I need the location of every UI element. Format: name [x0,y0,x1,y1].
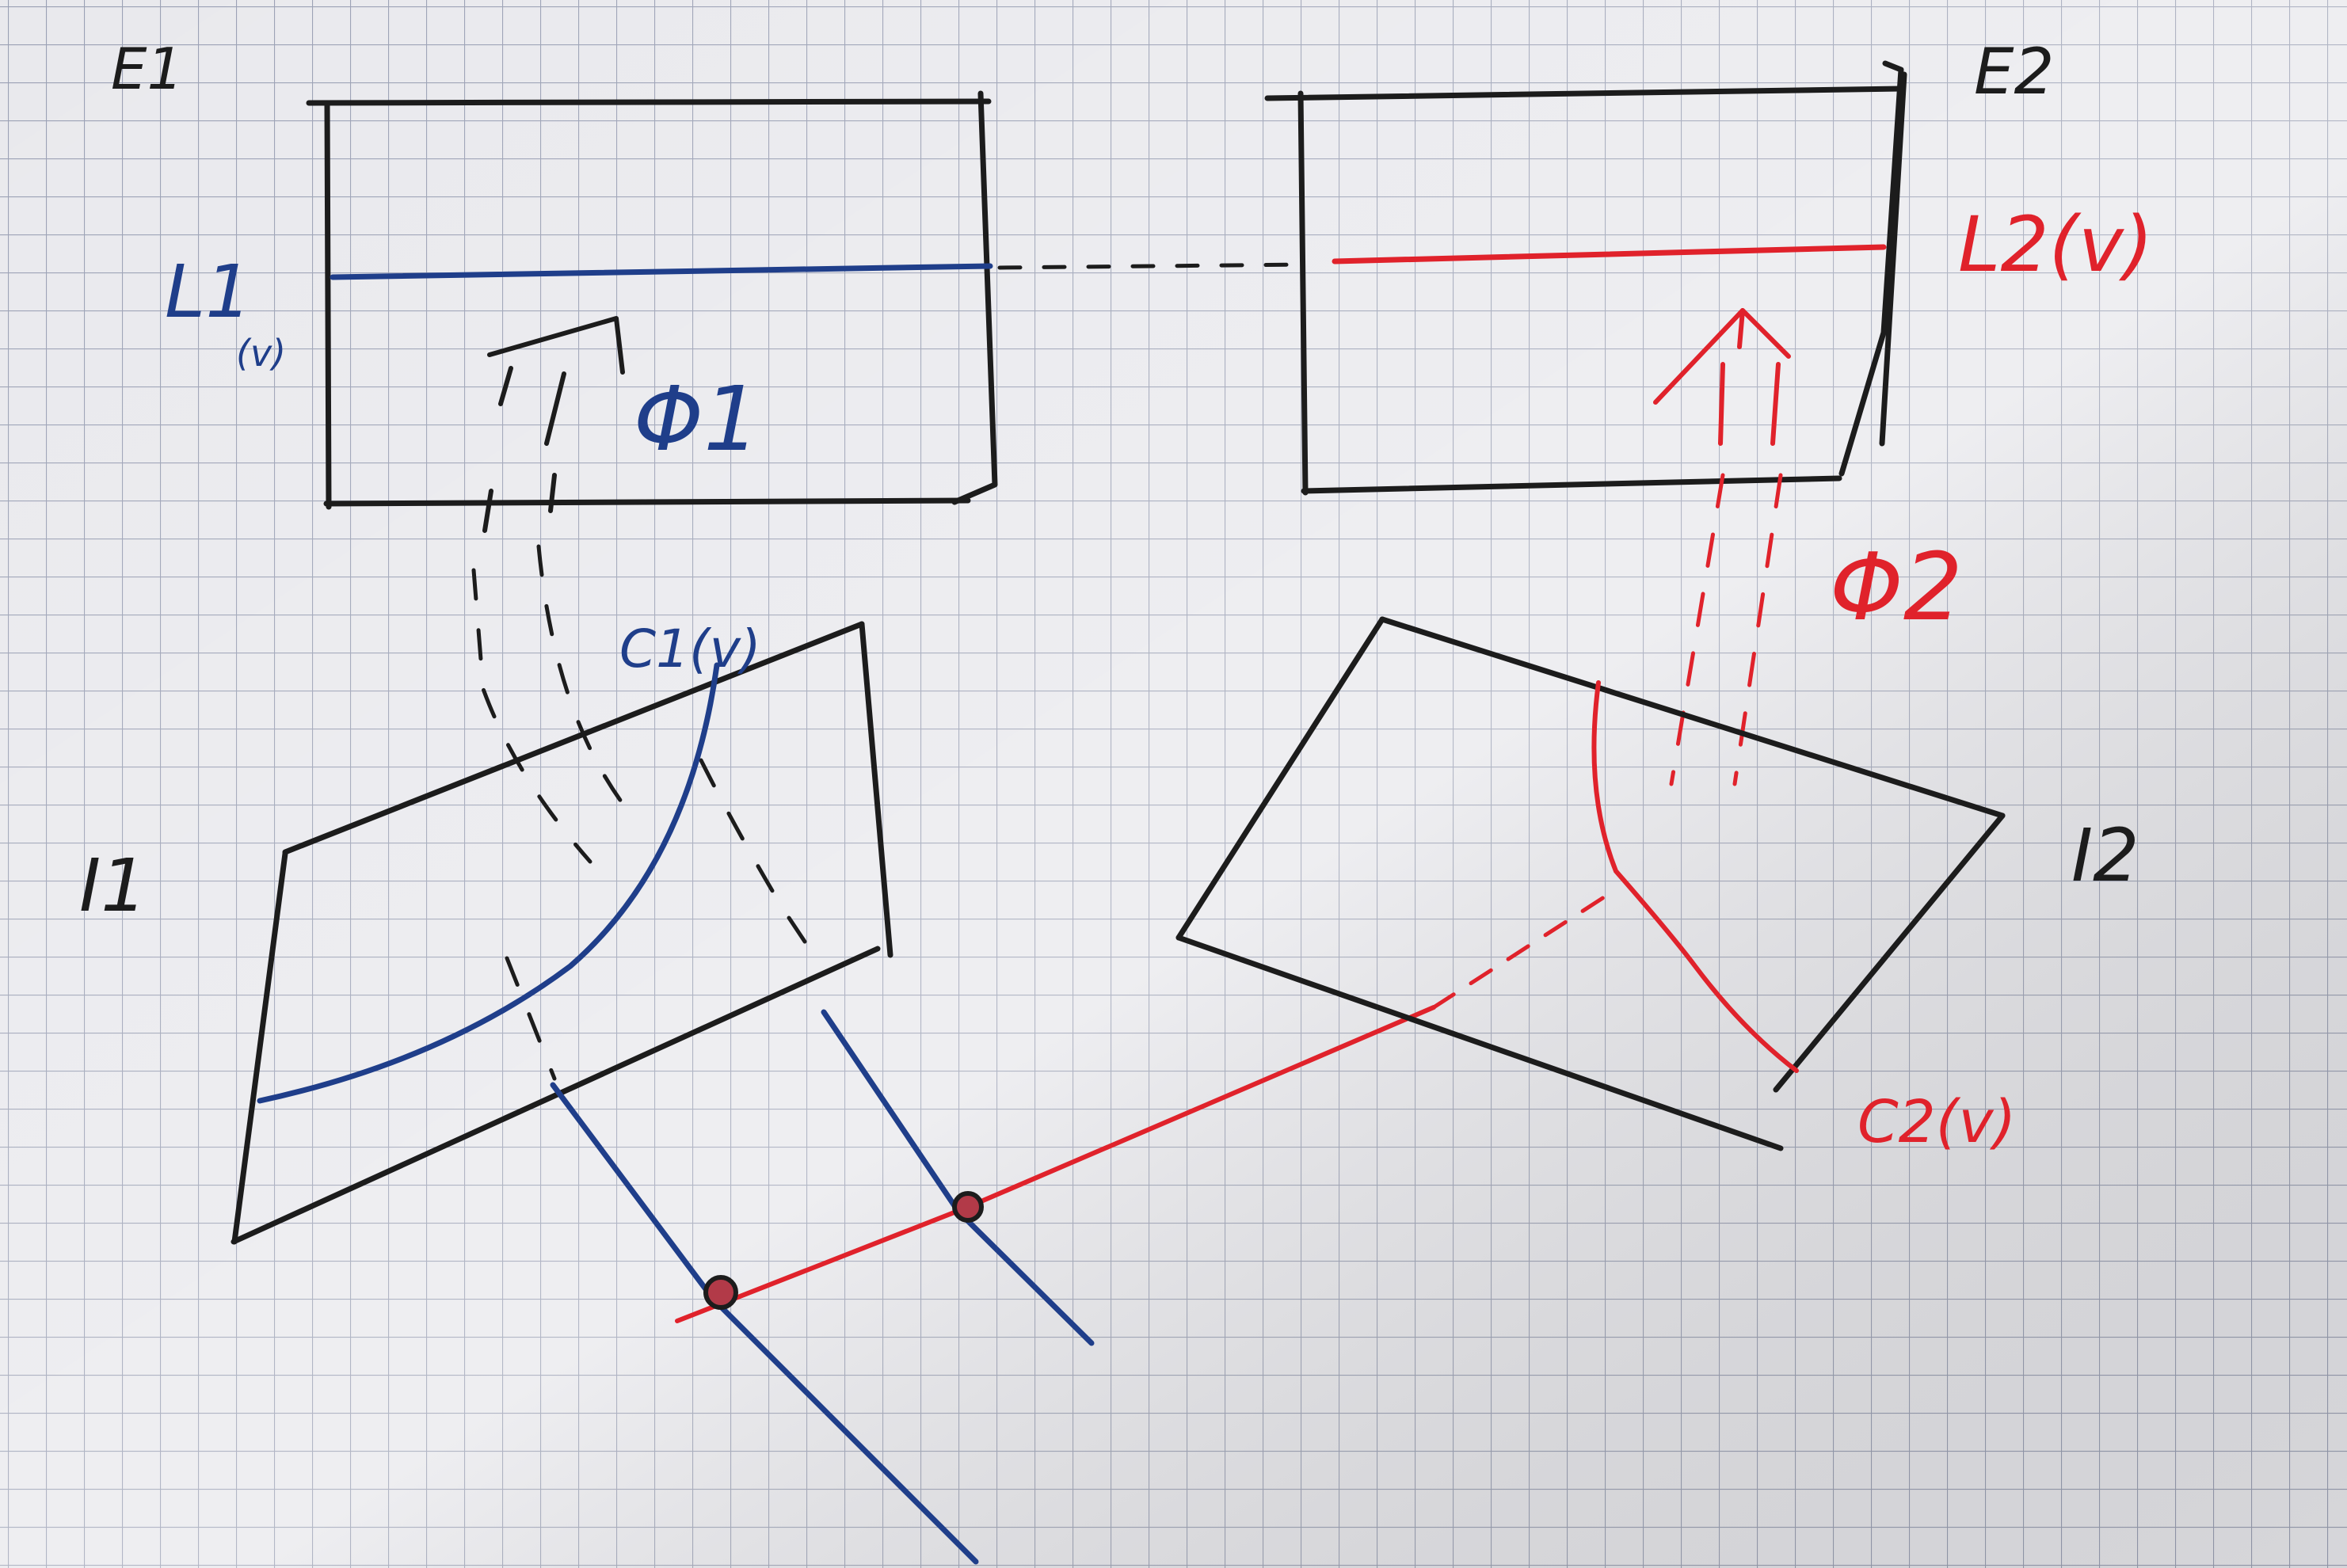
label-phi2: Φ2 [1830,532,1963,641]
label-c1: C1(v) [619,618,761,679]
label-phi1: Φ1 [634,368,760,471]
label-e2: E2 [1974,35,2054,108]
label-e1: E1 [111,36,183,102]
c2-curve [1591,680,1799,1073]
i1-quadrilateral [231,621,893,1245]
label-l2: L2(v) [1958,200,2153,289]
i2-quadrilateral [1175,616,2006,1151]
l2-line [1332,244,1887,265]
phi2-arrow [1653,308,1791,446]
intersection-point-2 [952,1191,984,1223]
label-i1: I1 [79,843,147,928]
e2-rectangle [1264,60,1907,496]
red-dashed-extension [1431,885,1622,1010]
phi1-arrow [482,316,625,533]
label-c2: C2(v) [1857,1088,2016,1156]
label-i2: I2 [2071,813,2139,898]
e1-rectangle [306,90,998,510]
label-l1-sub: (v) [236,332,286,375]
l1-l2-dashed-link [997,262,1309,270]
phi1-dashed-path [471,544,818,1081]
label-l1: L1 [165,249,252,334]
c1-curve [257,662,720,1104]
l1-line [330,263,993,280]
intersection-point-1 [703,1275,738,1310]
